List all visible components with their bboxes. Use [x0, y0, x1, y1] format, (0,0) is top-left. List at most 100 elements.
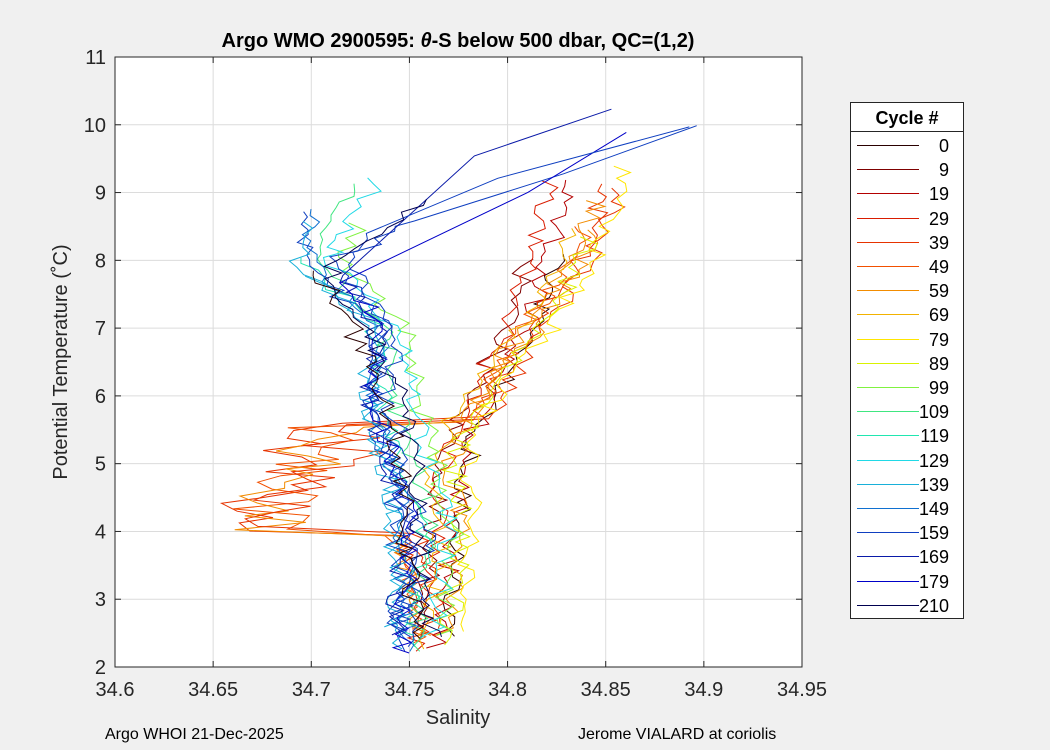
profile-line [322, 177, 459, 639]
legend-entry: 59 [851, 279, 963, 303]
x-tick-label: 34.85 [581, 679, 631, 701]
legend-label: 79 [928, 329, 949, 350]
legend-label: 99 [928, 378, 949, 398]
y-tick-label: 9 [95, 183, 106, 205]
legend-entry: 9 [851, 158, 963, 182]
legend-swatch [857, 241, 919, 243]
legend-title: Cycle # [851, 103, 963, 132]
legend-label: 19 [928, 184, 949, 205]
legend-label: 119 [920, 426, 949, 447]
profile-line [348, 125, 697, 648]
legend-label: 29 [928, 208, 949, 229]
x-tick-label: 34.65 [188, 679, 238, 701]
legend-swatch [857, 532, 919, 534]
y-tick-label: 10 [84, 115, 106, 137]
profile-line [457, 165, 632, 632]
legend-label: 169 [918, 547, 949, 568]
legend-label: 159 [918, 523, 949, 544]
profile-line [426, 179, 574, 649]
legend-entry: 0 [851, 134, 963, 158]
legend-label: 129 [918, 450, 949, 471]
profile-line [243, 187, 626, 629]
y-tick-label: 11 [85, 47, 106, 69]
legend-swatch [857, 362, 919, 364]
axes-box [114, 56, 803, 668]
legend-entry: 109 [851, 400, 963, 424]
profile-line [417, 228, 577, 650]
x-tick-label: 34.8 [488, 679, 527, 701]
legend-label: 59 [928, 281, 949, 302]
legend-swatch [857, 217, 919, 219]
plot-area [115, 57, 802, 667]
legend-entry: 119 [851, 424, 963, 448]
legend-swatch [857, 508, 919, 509]
legend-entry: 139 [851, 473, 963, 497]
legend-label: 149 [918, 499, 949, 519]
profile-line [234, 200, 607, 636]
x-tick-label: 34.9 [684, 679, 723, 701]
legend-swatch [857, 145, 919, 146]
legend-swatch [857, 435, 919, 437]
legend-swatch [857, 266, 919, 267]
legend-label: 9 [938, 160, 949, 181]
legend-label: 179 [918, 571, 949, 592]
x-tick-label: 34.7 [292, 679, 331, 701]
legend-label: 69 [928, 305, 949, 326]
profile-line [328, 126, 690, 638]
tick-labels: 34.6 34.65 34.7 34.75 34.8 34.85 34.9 34.95 2 3 4 5… [84, 47, 827, 701]
legend-label: 139 [918, 474, 949, 495]
x-axis-label: Salinity [426, 707, 490, 729]
legend-entry: 79 [851, 328, 963, 352]
legend-swatch [857, 314, 919, 316]
y-axis-label: Potential Temperature (˚C) [50, 244, 72, 479]
legend-label: 89 [928, 353, 949, 374]
legend-swatch [857, 290, 919, 292]
profile-line [312, 270, 425, 639]
legend-swatch [857, 193, 919, 195]
legend-entry: 129 [851, 449, 963, 473]
legend-swatch [857, 459, 919, 461]
legend-entry: 169 [851, 545, 963, 569]
legend-label: 49 [928, 257, 949, 277]
chart-title: Argo WMO 2900595: θ-S below 500 dbar, QC… [222, 30, 695, 52]
legend-entry: 179 [851, 570, 963, 594]
legend-swatch [857, 483, 919, 485]
profile-line [406, 180, 559, 652]
profile-line [337, 222, 465, 636]
y-tick-label: 2 [95, 657, 106, 679]
legend-swatch [857, 387, 919, 388]
profile-line [439, 236, 598, 646]
profile-lines [219, 108, 697, 654]
footer-right: Jerome VIALARD at coriolis [578, 726, 777, 743]
legend-entry: 89 [851, 352, 963, 376]
x-tick-label: 34.75 [384, 679, 434, 701]
legend-label: 0 [938, 136, 949, 156]
y-tick-label: 6 [95, 386, 106, 408]
legend-entry: 69 [851, 303, 963, 327]
profile-line [322, 198, 442, 638]
ticks [114, 56, 803, 668]
legend-entry: 29 [851, 207, 963, 231]
legend-swatch [857, 411, 919, 413]
profile-line [434, 229, 599, 637]
profile-line [296, 211, 410, 652]
x-tick-label: 34.6 [96, 679, 135, 701]
y-tick-label: 5 [95, 454, 106, 476]
legend-entry: 39 [851, 231, 963, 255]
y-tick-label: 3 [95, 589, 106, 611]
legend-label: 39 [928, 232, 949, 253]
profile-line [338, 131, 627, 654]
legend-entry: 19 [851, 182, 963, 206]
legend-entry: 49 [851, 255, 963, 279]
legend-entry: 99 [851, 376, 963, 400]
legend-swatch [857, 556, 919, 558]
legend-entry: 210 [851, 594, 963, 618]
legend-entry: 149 [851, 497, 963, 521]
x-tick-label: 34.95 [777, 679, 827, 701]
legend: Cycle # 0 9 19 29 39 49 59 69 79 89 99 109 119 129 139… [850, 102, 964, 619]
profile-line [300, 257, 434, 647]
legend-swatch [857, 580, 919, 582]
legend-swatch [857, 169, 919, 171]
legend-swatch [857, 604, 919, 606]
